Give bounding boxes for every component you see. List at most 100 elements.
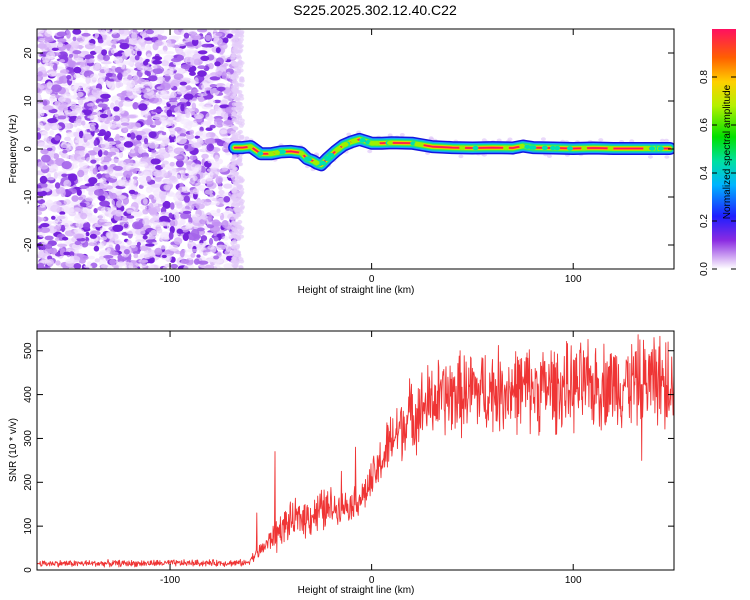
noise-speck <box>217 108 223 113</box>
ridge-blob <box>607 146 614 151</box>
noise-speck <box>41 202 51 208</box>
noise-speck <box>236 237 242 241</box>
noise-speck <box>109 213 114 219</box>
noise-speck <box>195 182 202 190</box>
noise-speck <box>180 77 191 81</box>
noise-speck <box>145 186 153 194</box>
noise-speck <box>88 122 97 127</box>
ridge-blob <box>359 138 366 143</box>
noise-speck <box>49 93 57 102</box>
noise-speck <box>176 91 187 95</box>
noise-speck <box>143 198 148 205</box>
noise-speck <box>80 212 88 220</box>
noise-speck <box>173 237 183 245</box>
snr-y-ticks: 0 100 200 300 400 500 <box>23 342 674 573</box>
noise-speck <box>123 249 130 255</box>
noise-speck <box>230 259 236 264</box>
noise-speck <box>94 45 103 54</box>
noise-speck <box>61 205 70 214</box>
noise-speck <box>125 265 134 269</box>
noise-speck <box>46 147 53 151</box>
noise-speck <box>37 59 41 64</box>
noise-speck <box>138 38 145 43</box>
noise-speck <box>130 149 136 154</box>
ridge-speck <box>496 138 502 143</box>
noise-speck <box>100 236 108 241</box>
noise-speck <box>72 50 82 55</box>
noise-speck <box>225 71 231 79</box>
noise-speck <box>118 195 127 200</box>
noise-speck <box>209 84 217 88</box>
noise-speck <box>230 57 236 62</box>
noise-speck <box>233 106 239 111</box>
noise-speck <box>46 81 53 89</box>
noise-speck <box>39 85 45 90</box>
noise-speck <box>146 53 152 60</box>
noise-speck <box>113 52 123 57</box>
noise-speck <box>104 120 110 124</box>
noise-speck <box>42 100 48 106</box>
ridge-blob <box>459 145 466 150</box>
noise-speck <box>143 137 149 145</box>
ridge-blob <box>386 140 393 146</box>
snr-x-ticks: -100 0 100 <box>160 331 582 586</box>
noise-speck <box>44 37 55 43</box>
noise-speck <box>134 62 143 68</box>
noise-speck <box>213 118 222 122</box>
noise-speck <box>174 138 180 143</box>
noise-speck <box>138 259 149 264</box>
noise-speck <box>215 71 223 78</box>
noise-speck <box>90 159 97 164</box>
noise-speck <box>73 66 82 74</box>
noise-speck <box>103 150 109 156</box>
noise-speck <box>234 61 240 66</box>
ridge-blob <box>305 157 312 162</box>
noise-speck <box>170 202 175 210</box>
noise-speck <box>179 133 187 137</box>
noise-speck <box>49 130 55 136</box>
noise-speck <box>82 133 93 140</box>
noise-speck <box>61 173 68 178</box>
noise-speck <box>52 63 58 71</box>
noise-speck <box>78 162 89 168</box>
noise-speck <box>186 50 191 55</box>
noise-speck <box>171 57 182 63</box>
noise-speck <box>168 231 174 240</box>
noise-speck <box>82 109 93 116</box>
ridge-blob <box>524 144 531 149</box>
noise-speck <box>136 134 142 141</box>
noise-speck <box>151 171 162 177</box>
noise-speck <box>183 265 189 269</box>
noise-speck <box>106 232 113 239</box>
noise-speck <box>59 59 66 63</box>
noise-speck <box>62 149 68 154</box>
ridge-blob <box>257 151 264 156</box>
noise-speck <box>177 42 186 47</box>
noise-speck <box>55 260 61 266</box>
noise-speck <box>170 263 178 269</box>
noise-speck <box>47 163 59 170</box>
noise-speck <box>194 164 202 171</box>
noise-speck <box>233 83 239 88</box>
noise-speck <box>166 109 173 117</box>
noise-speck <box>187 200 198 207</box>
noise-speck <box>103 164 108 170</box>
colorbar-tick-label: 0.2 <box>699 214 710 228</box>
noise-speck <box>132 74 140 82</box>
noise-speck <box>230 53 236 57</box>
noise-speck <box>88 242 98 247</box>
noise-speck <box>39 175 48 184</box>
noise-speck <box>230 114 236 119</box>
noise-speck <box>99 249 111 256</box>
ridge-blob <box>549 145 556 151</box>
noise-speck <box>235 102 241 107</box>
noise-speck <box>219 129 228 135</box>
noise-speck <box>232 181 238 186</box>
noise-speck <box>87 96 97 101</box>
noise-speck <box>69 251 75 257</box>
noise-speck <box>200 215 208 219</box>
noise-speck <box>213 230 217 237</box>
colorbar-tick-label: 0.4 <box>699 166 710 180</box>
noise-speck <box>44 123 51 131</box>
noise-speck <box>187 248 198 253</box>
